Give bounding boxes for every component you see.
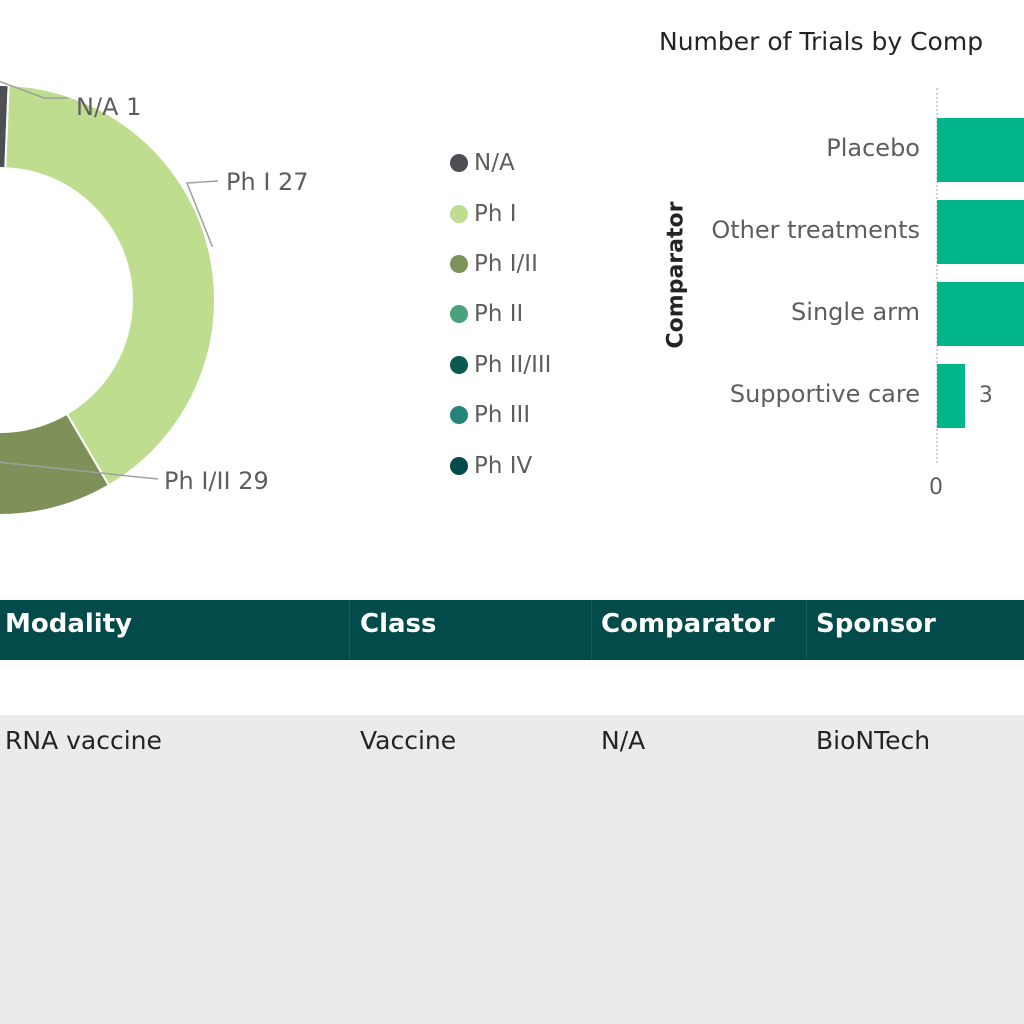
legend-item-ph-i[interactable]: Ph I bbox=[450, 188, 551, 238]
bar-single-arm[interactable] bbox=[937, 282, 1024, 346]
legend-marker-icon bbox=[450, 254, 468, 273]
donut-data-label: Ph I/II 29 bbox=[164, 467, 269, 495]
column-divider bbox=[806, 600, 807, 660]
category-label-placebo: Placebo bbox=[826, 134, 920, 162]
zero-gridline bbox=[936, 88, 938, 463]
bar-supportive-care[interactable] bbox=[937, 364, 965, 428]
legend-marker-icon bbox=[450, 154, 468, 173]
cell-class: Vaccine bbox=[360, 726, 457, 755]
column-header-sponsor[interactable]: Sponsor bbox=[816, 609, 936, 639]
legend-item-ph-iii[interactable]: Ph III bbox=[450, 390, 551, 440]
cell-comparator: N/A bbox=[601, 726, 646, 755]
bar-data-label: 3 bbox=[978, 383, 993, 408]
table-header: Modality Class Comparator Sponsor bbox=[0, 600, 1024, 660]
donut-slice-ph-i-ii[interactable] bbox=[0, 168, 111, 516]
bar-chart-title: Number of Trials by Comp bbox=[659, 27, 984, 56]
x-tick-0: 0 bbox=[929, 475, 943, 500]
cell-modality: RNA vaccine bbox=[5, 726, 162, 755]
phase-legend: N/A Ph I Ph I/II Ph II Ph II/III Ph III Ph IV bbox=[450, 138, 551, 491]
column-header-class[interactable]: Class bbox=[360, 609, 437, 639]
legend-marker-icon bbox=[450, 355, 468, 374]
legend-item-ph-ii-iii[interactable]: Ph II/III bbox=[450, 340, 551, 390]
donut-data-label: Ph I 27 bbox=[226, 168, 309, 196]
legend-item-ph-ii[interactable]: Ph II bbox=[450, 289, 551, 339]
legend-marker-icon bbox=[450, 456, 468, 475]
bar-placebo[interactable] bbox=[937, 118, 1024, 182]
data-label-leader-line bbox=[185, 180, 219, 248]
table-row[interactable] bbox=[0, 715, 1024, 1024]
legend-marker-icon bbox=[450, 204, 468, 223]
category-label-other-treatments: Other treatments bbox=[711, 216, 920, 244]
column-divider bbox=[591, 600, 592, 660]
legend-label: Ph III bbox=[474, 402, 531, 429]
legend-label: Ph II/III bbox=[474, 351, 552, 378]
donut-slice-ph-i[interactable] bbox=[4, 84, 216, 487]
legend-item-ph-i-ii[interactable]: Ph I/II bbox=[450, 239, 551, 289]
legend-label: Ph II bbox=[474, 301, 524, 328]
column-header-comparator[interactable]: Comparator bbox=[601, 609, 775, 639]
data-label-leader-line bbox=[0, 80, 68, 99]
column-header-modality[interactable]: Modality bbox=[5, 609, 133, 639]
phase-donut-chart: N/A 1 Ph I 27 Ph I/II 29 bbox=[0, 80, 309, 516]
data-label-leader-line bbox=[0, 461, 159, 480]
legend-label: Ph I/II bbox=[474, 250, 538, 277]
donut-data-label: N/A 1 bbox=[76, 93, 141, 121]
column-divider bbox=[349, 600, 350, 660]
legend-item-n-a[interactable]: N/A bbox=[450, 138, 551, 188]
legend-marker-icon bbox=[450, 406, 468, 425]
legend-item-ph-iv[interactable]: Ph IV bbox=[450, 440, 551, 490]
legend-label: N/A bbox=[474, 150, 515, 177]
legend-marker-icon bbox=[450, 305, 468, 324]
bar-other-treatments[interactable] bbox=[937, 200, 1024, 264]
category-label-supportive-care: Supportive care bbox=[729, 380, 920, 408]
table-spacer-row bbox=[0, 660, 1024, 715]
cell-sponsor: BioNTech bbox=[816, 726, 931, 755]
legend-label: Ph IV bbox=[474, 452, 533, 479]
legend-label: Ph I bbox=[474, 200, 517, 227]
category-label-single-arm: Single arm bbox=[791, 298, 920, 326]
